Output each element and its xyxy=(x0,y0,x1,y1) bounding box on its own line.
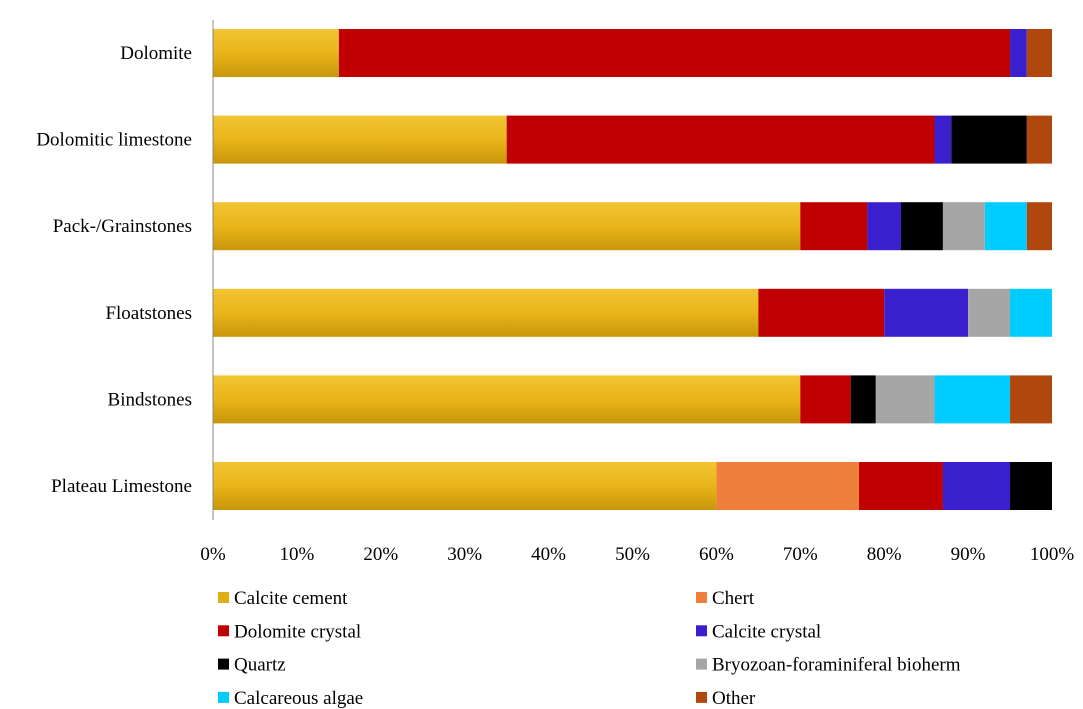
x-tick-label: 90% xyxy=(951,544,986,565)
legend-swatch-bryozoan-foraminiferal-bioherm xyxy=(696,658,707,670)
legend-label-chert: Chert xyxy=(712,588,755,609)
legend-swatch-other xyxy=(696,691,707,703)
bar-segment-pack-grainstones-calcite-crystal xyxy=(867,202,901,251)
bar-segment-bindstones-calcareous-algae xyxy=(934,375,1011,424)
bar-segment-pack-grainstones-bryozoan-foraminiferal-bioherm xyxy=(942,202,985,251)
category-label: Pack-/Grainstones xyxy=(53,216,192,237)
legend: Calcite cement Chert Dolomite crystal Calci… xyxy=(218,588,961,709)
x-tick-label: 10% xyxy=(279,544,314,565)
bar-segment-dolomitic-limestone-quartz xyxy=(951,115,1027,164)
bar-segment-bindstones-calcite-cement xyxy=(213,375,801,424)
bar-segment-plateau-limestone-calcite-crystal xyxy=(942,462,1011,510)
bar-segment-pack-grainstones-calcite-cement xyxy=(213,202,801,251)
category-labels: Dolomite Dolomitic limestone Pack-/Grainst… xyxy=(36,43,192,497)
bar-segment-pack-grainstones-dolomite-crystal xyxy=(800,202,868,251)
bar-segment-dolomitic-limestone-other xyxy=(1026,115,1052,164)
category-label: Plateau Limestone xyxy=(51,476,192,497)
category-label: Dolomite xyxy=(120,43,192,64)
x-axis-ticks: 0% 10% 20% 30% 40% 50% 60% 70% 80% 90% 100% xyxy=(200,544,1074,565)
bar-segment-bindstones-other xyxy=(1010,375,1052,424)
bar-segment-floatstones-bryozoan-foraminiferal-bioherm xyxy=(968,288,1011,337)
category-label: Dolomitic limestone xyxy=(36,130,192,151)
legend-swatch-chert xyxy=(696,592,707,603)
bar-segment-pack-grainstones-calcareous-algae xyxy=(984,202,1027,251)
legend-label-calcite-cement: Calcite cement xyxy=(234,588,348,609)
x-tick-label: 30% xyxy=(447,544,482,565)
bar-segment-dolomite-calcite-cement xyxy=(213,29,339,77)
bar-segment-floatstones-calcite-crystal xyxy=(884,288,969,337)
bar-segment-bindstones-quartz xyxy=(850,375,876,424)
category-label: Bindstones xyxy=(108,389,192,410)
legend-swatch-calcite-crystal xyxy=(696,625,707,637)
bar-segment-bindstones-dolomite-crystal xyxy=(800,375,851,424)
bar-segment-dolomitic-limestone-calcite-crystal xyxy=(934,115,952,164)
legend-label-dolomite-crystal: Dolomite crystal xyxy=(234,621,361,642)
bar-segment-floatstones-calcite-cement xyxy=(213,288,759,337)
bar-segment-pack-grainstones-other xyxy=(1026,202,1052,251)
legend-label-quartz: Quartz xyxy=(234,655,286,676)
bar-segment-dolomitic-limestone-calcite-cement xyxy=(213,115,507,164)
x-tick-label: 80% xyxy=(867,544,902,565)
bar-segment-dolomite-other xyxy=(1026,29,1052,77)
category-label: Floatstones xyxy=(105,303,192,324)
bar-segment-floatstones-dolomite-crystal xyxy=(758,288,885,337)
bar-segment-bindstones-bryozoan-foraminiferal-bioherm xyxy=(875,375,935,424)
legend-swatch-calcite-cement xyxy=(218,592,229,603)
bar-segment-plateau-limestone-calcite-cement xyxy=(213,462,717,510)
bar-segment-dolomite-dolomite-crystal xyxy=(338,29,1011,77)
bar-segment-dolomitic-limestone-dolomite-crystal xyxy=(506,115,935,164)
x-tick-label: 40% xyxy=(531,544,566,565)
legend-swatch-dolomite-crystal xyxy=(218,625,229,637)
legend-label-calcite-crystal: Calcite crystal xyxy=(712,621,821,642)
x-tick-label: 20% xyxy=(363,544,398,565)
bars-group xyxy=(213,29,1052,510)
bar-segment-plateau-limestone-dolomite-crystal xyxy=(859,462,943,510)
bar-segment-pack-grainstones-quartz xyxy=(900,202,943,251)
x-tick-label: 0% xyxy=(200,544,226,565)
legend-label-calcareous-algae: Calcareous algae xyxy=(234,688,363,709)
bar-segment-dolomite-calcite-crystal xyxy=(1010,29,1027,77)
legend-label-other: Other xyxy=(712,688,756,709)
bar-segment-plateau-limestone-quartz xyxy=(1010,462,1052,510)
bar-segment-floatstones-calcareous-algae xyxy=(1010,288,1052,337)
x-tick-label: 50% xyxy=(615,544,650,565)
legend-swatch-calcareous-algae xyxy=(218,691,229,703)
legend-swatch-quartz xyxy=(218,658,229,670)
x-tick-label: 100% xyxy=(1030,544,1075,565)
x-tick-label: 70% xyxy=(783,544,818,565)
bar-segment-plateau-limestone-chert xyxy=(716,462,860,510)
legend-label-bryozoan-foraminiferal-bioherm: Bryozoan-foraminiferal bioherm xyxy=(712,655,961,676)
x-tick-label: 60% xyxy=(699,544,734,565)
